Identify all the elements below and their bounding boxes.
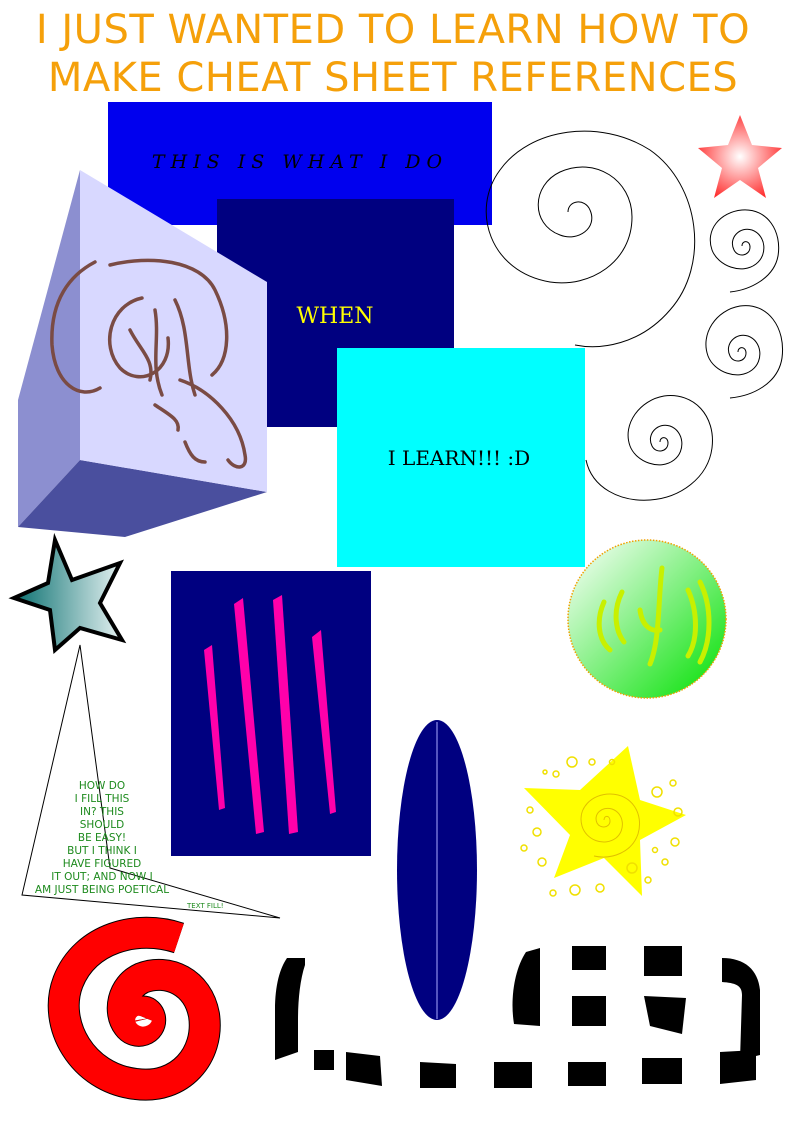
- yellow-star-group: [520, 746, 686, 897]
- yellow-star: [524, 746, 686, 896]
- title-line-1: I JUST WANTED TO LEARN HOW TO: [35, 7, 751, 53]
- navy-panel: [171, 571, 371, 856]
- box2-text: WHEN: [296, 304, 373, 329]
- poem-line: IT OUT; AND NOW I: [51, 871, 153, 883]
- box3-text: I LEARN!!! :D: [388, 446, 530, 470]
- title-line-2: MAKE CHEAT SHEET REFERENCES: [47, 55, 739, 101]
- text-fill-label: TEXT FILL!: [187, 902, 224, 910]
- poem-line: IN? THIS: [80, 806, 124, 818]
- box1-text: THIS IS WHAT I DO: [152, 151, 448, 173]
- calligraphy-scribble: [50, 258, 248, 469]
- large-spiral: [485, 130, 696, 348]
- poem-line: BUT I THINK I: [67, 845, 137, 857]
- green-scribble: [596, 565, 712, 667]
- poem-line: AM JUST BEING POETICAL: [34, 884, 170, 896]
- poem-text: HOW DO I FILL THIS IN? THIS SHOULD BE EA…: [26, 780, 178, 897]
- cyan-box: [337, 348, 585, 567]
- text-triangle: [21, 644, 281, 919]
- star-spiral: [580, 793, 640, 858]
- poem-line: HOW DO: [78, 780, 126, 792]
- 3d-box: [18, 170, 267, 537]
- poem-line: HAVE FIGURED: [62, 858, 142, 870]
- teal-star: [8, 532, 127, 654]
- poem-line: I FILL THIS: [74, 793, 130, 805]
- poem-line: BE EASY!: [77, 832, 127, 844]
- red-star: [698, 115, 782, 198]
- red-spiral: [47, 916, 221, 1101]
- poem-line: SHOULD: [79, 819, 125, 831]
- magenta-strokes: [204, 595, 336, 834]
- black-dash-shape: [275, 946, 760, 1088]
- small-spirals: [585, 209, 784, 501]
- dot-spirals: [520, 756, 683, 897]
- green-circle: [567, 539, 727, 699]
- page-title: I JUST WANTED TO LEARN HOW TO MAKE CHEAT…: [0, 6, 786, 102]
